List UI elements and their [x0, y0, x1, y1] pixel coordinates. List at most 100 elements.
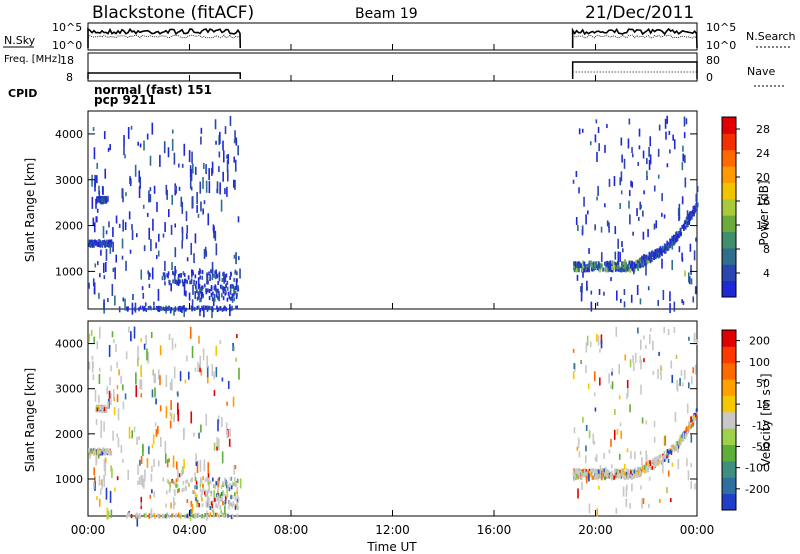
power-echo-114: [104, 261, 107, 272]
velocity-echo-7: [177, 409, 180, 422]
velocity-echo-1345: [641, 417, 644, 424]
velocity-echo-600: [228, 500, 231, 505]
power-echo-1113: [631, 264, 634, 269]
power-echo-251: [130, 125, 133, 130]
power-echo-1319: [671, 260, 674, 271]
power-echo-1221: [653, 255, 656, 260]
power-echo-1108: [654, 251, 657, 256]
power-echo-697: [147, 306, 150, 311]
velocity-echo-520: [207, 489, 209, 494]
velocity-echo-106: [154, 422, 157, 427]
power-echo-598: [235, 285, 238, 290]
velocity-echo-248: [100, 420, 103, 429]
noise-left-tick-low: 10^0: [52, 39, 82, 52]
power-echo-1239: [693, 250, 696, 261]
power-echo-1182: [606, 260, 608, 265]
velocity-echo-1253: [605, 466, 607, 477]
velocity-echo-561: [234, 496, 237, 501]
velocity-echo-1229: [607, 472, 609, 477]
power-echo-203: [200, 201, 202, 212]
velocity-echo-1031: [580, 475, 583, 480]
velocity-echo-959: [574, 471, 576, 476]
velocity-echo-1209: [673, 446, 676, 451]
power-echo-940: [679, 227, 682, 232]
velocity-echo-476: [218, 477, 221, 482]
power-echo-737: [681, 224, 684, 229]
power-echo-5: [196, 204, 198, 213]
power-echo-578: [218, 290, 220, 295]
velocity-echo-148: [103, 459, 106, 472]
power-echo-704: [190, 305, 193, 310]
power-echo-105: [215, 291, 218, 298]
power-echo-1163: [693, 209, 695, 214]
velocity-echo-1313: [594, 407, 597, 412]
power-echo-616: [233, 292, 235, 297]
power-echo-1304: [663, 214, 666, 219]
power-echo-569: [207, 288, 209, 293]
velocity-echo-168: [190, 500, 193, 507]
power-echo-488: [167, 274, 169, 279]
velocity-echo-570: [200, 493, 203, 498]
power-echo-597: [227, 291, 230, 296]
power-echo-1212: [659, 253, 661, 258]
velocity-echo-1002: [621, 469, 624, 474]
power-echo-168: [130, 180, 132, 185]
power-echo-867: [609, 260, 612, 265]
power-echo-1121: [661, 252, 663, 257]
velocity-echo-695: [128, 513, 130, 518]
power-echo-1049: [684, 225, 687, 230]
power-echo-913: [651, 257, 653, 262]
power-echo-937: [676, 236, 679, 241]
velocity-echo-147: [140, 338, 143, 343]
velocity-echo-25: [173, 501, 176, 506]
power-echo-1128: [649, 259, 652, 264]
power-echo-485: [187, 275, 190, 280]
power-echo-575: [220, 284, 223, 289]
velocity-echo-964: [572, 468, 575, 473]
power-echo-1222: [617, 264, 620, 269]
velocity-echo-241: [137, 358, 139, 367]
velocity-echo-1302: [630, 450, 632, 459]
power-echo-520: [182, 271, 185, 276]
power-echo-238: [192, 163, 194, 174]
power-echo-116: [203, 248, 206, 259]
power-echo-336: [103, 196, 105, 201]
power-echo-1135: [675, 238, 678, 243]
velocity-echo-1365: [625, 498, 628, 503]
power-echo-481: [174, 276, 176, 281]
power-echo-15: [194, 274, 197, 279]
velocity-echo-86: [117, 437, 120, 448]
velocity-echo-156: [105, 487, 108, 500]
power-echo-63: [159, 154, 161, 167]
velocity-echo-208: [94, 480, 96, 491]
velocity-echo-438: [91, 449, 93, 454]
power-echo-1355: [682, 145, 684, 152]
power-echo-513: [223, 271, 225, 276]
velocity-echo-513: [172, 480, 175, 485]
power-echo-570: [224, 291, 227, 296]
velocity-echo-1234: [626, 448, 629, 453]
velocity-echo-333: [104, 404, 106, 409]
velocity-echo-408: [99, 449, 101, 454]
velocity-echo-449: [199, 480, 202, 485]
velocity-echo-618: [230, 495, 232, 500]
power-echo-541: [228, 295, 231, 300]
power-echo-1308: [606, 220, 609, 227]
power-echo-484: [178, 279, 180, 284]
power-echo-687: [142, 305, 144, 310]
power-echo-346: [98, 198, 101, 203]
power-echo-1389: [590, 301, 593, 312]
power-ytick-label-0: 4000: [55, 128, 83, 141]
power-echo-613: [214, 284, 217, 289]
power-echo-1140: [622, 261, 625, 266]
velocity-echo-52: [116, 394, 119, 403]
power-echo-1323: [619, 251, 621, 262]
velocity-echo-672: [222, 512, 225, 517]
power-echo-6: [220, 199, 223, 212]
power-echo-1360: [684, 154, 686, 163]
velocity-echo-119: [151, 444, 154, 449]
power-echo-1240: [608, 222, 610, 229]
power-colorbar-swatch-9: [722, 133, 736, 151]
power-echo-60: [193, 253, 195, 264]
